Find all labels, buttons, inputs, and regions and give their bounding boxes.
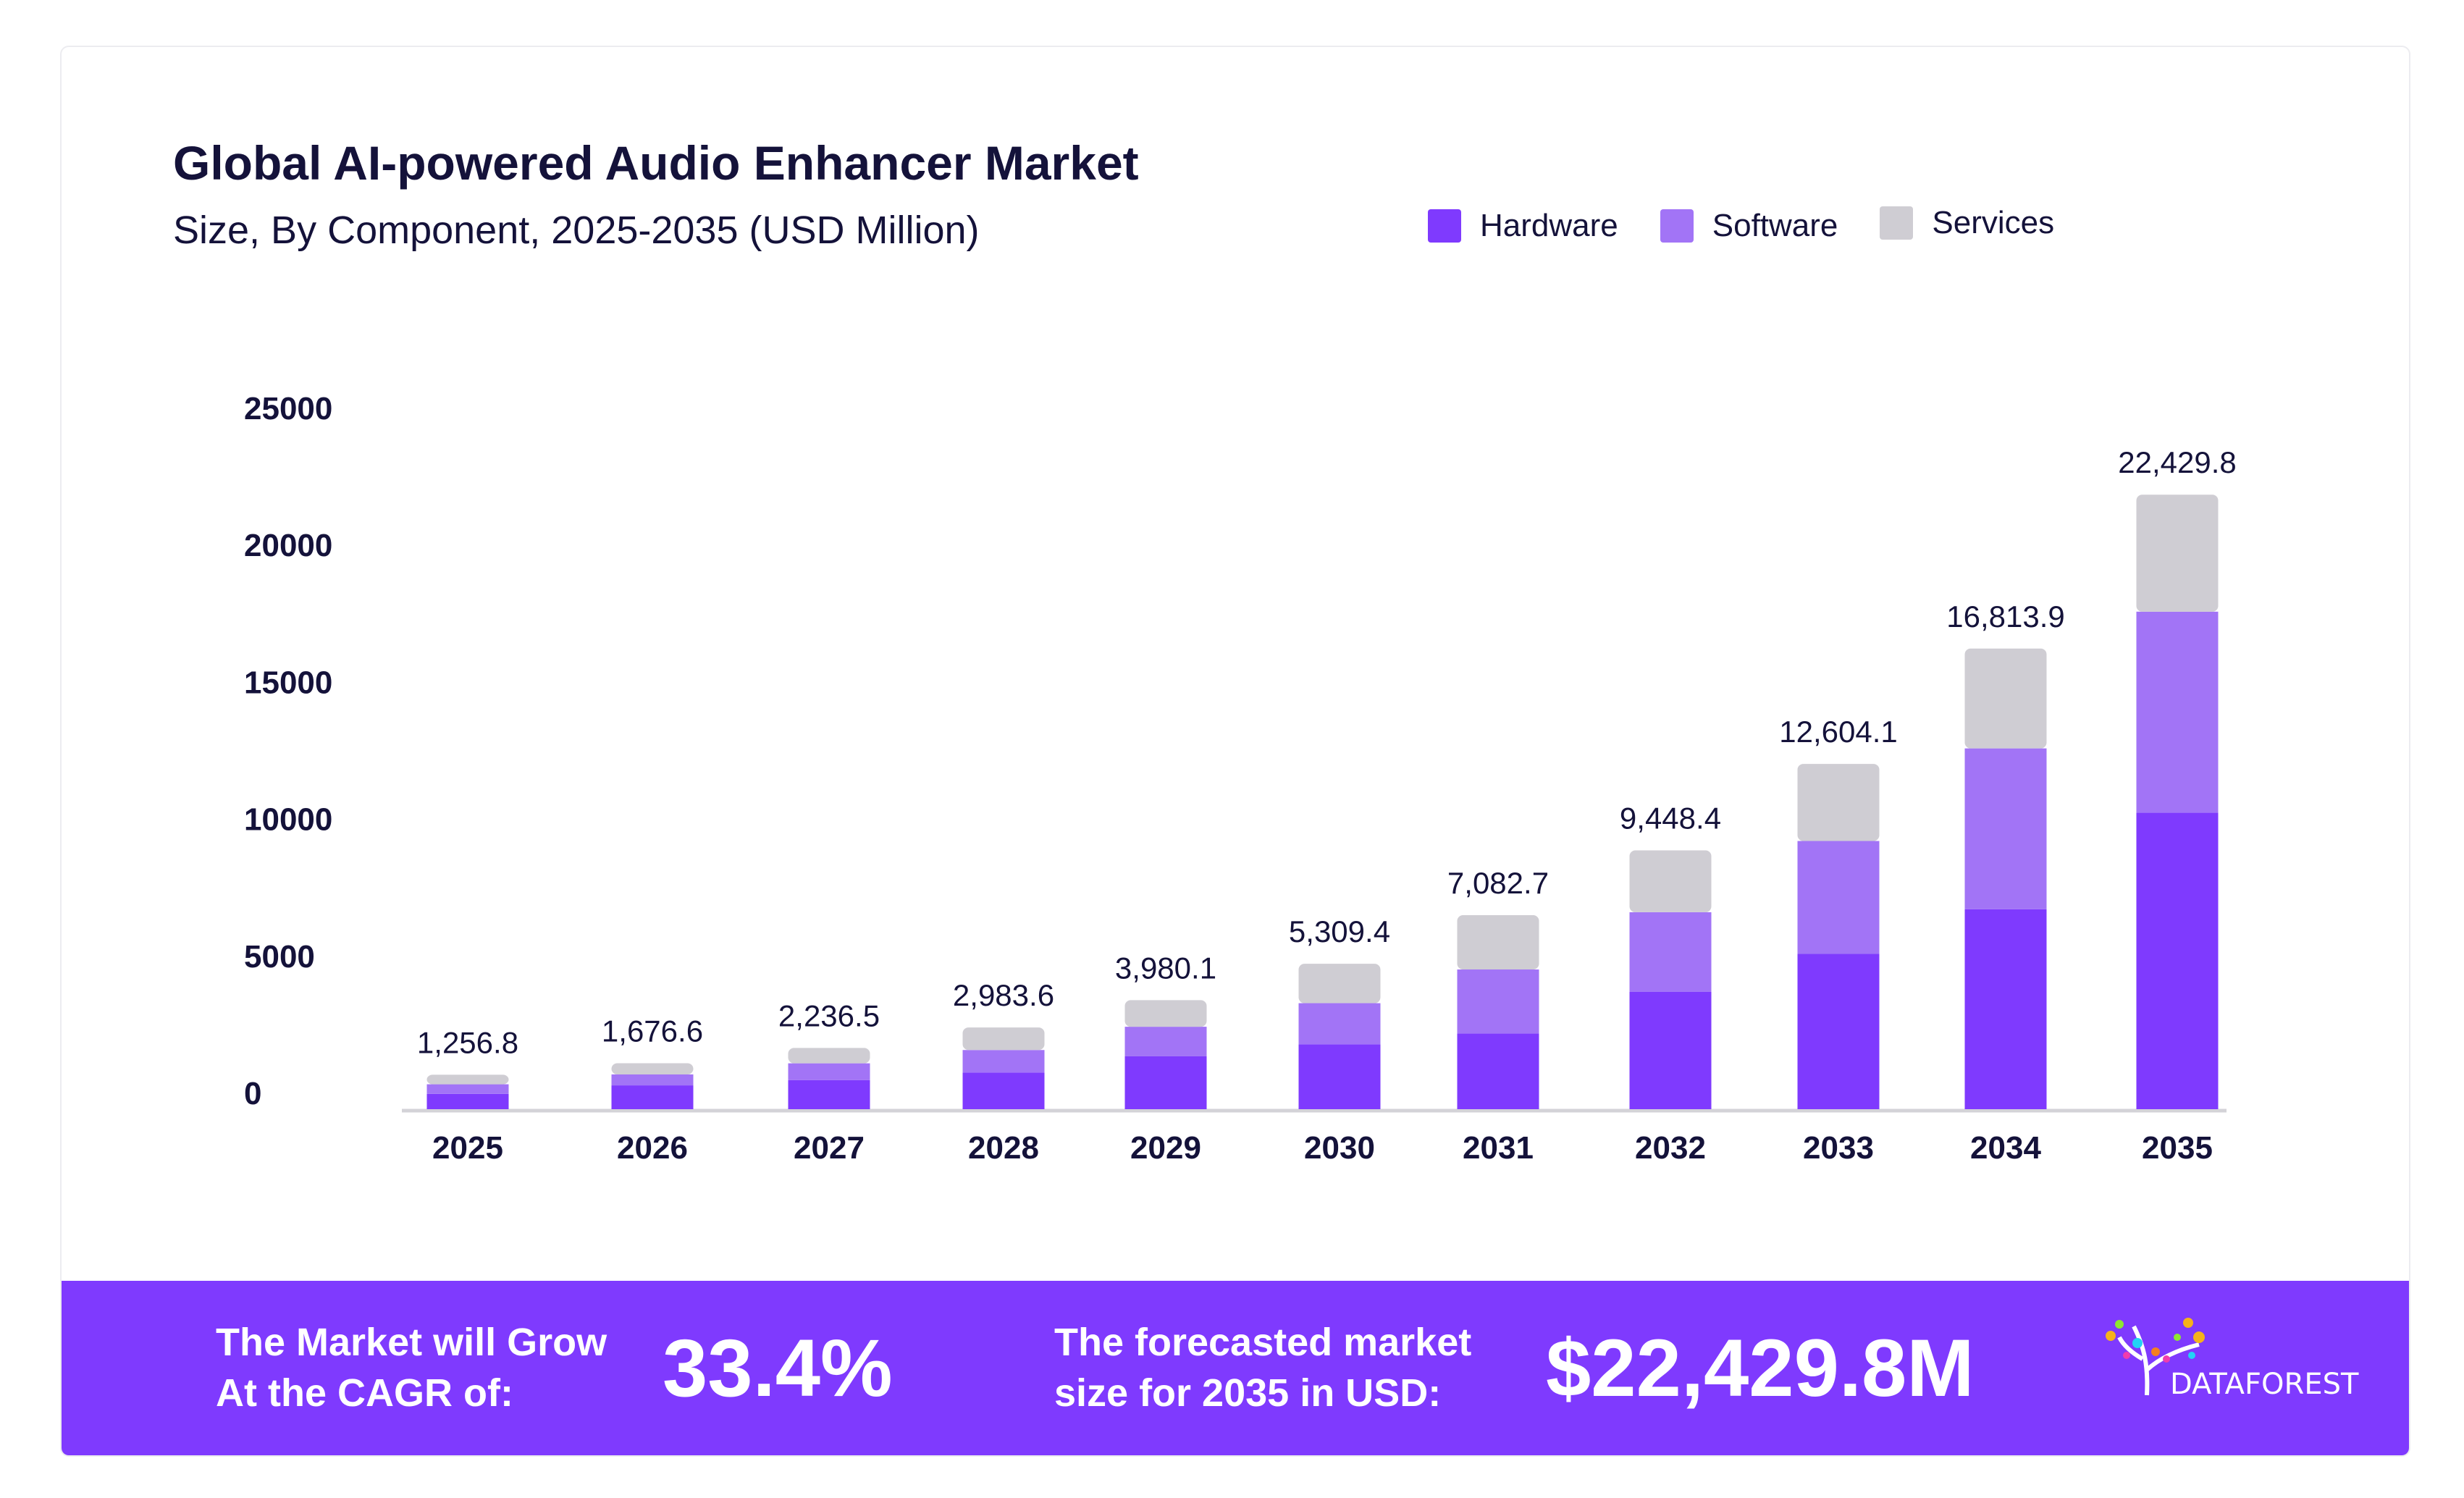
legend-label: Services [1932,205,2055,240]
forecast-label: The forecasted market size for 2035 in US… [1054,1317,1471,1418]
legend-swatch-services [1880,206,1914,240]
legend-swatch-software [1660,209,1694,243]
x-tick-label: 2029 [1130,1130,1201,1166]
data-label-total: 3,980.1 [1115,951,1216,985]
bar-software-2034 [1964,748,2047,909]
x-tick-label: 2026 [617,1130,688,1166]
forecast-label-line: The forecasted market [1054,1321,1472,1364]
bar-software-2025 [426,1084,509,1094]
data-label-total: 16,813.9 [1946,599,2065,634]
legend-item-software: Software [1660,208,1838,244]
x-tick-label: 2025 [432,1130,503,1166]
forecast-value: $22,429.8M [1546,1323,1975,1413]
bar-services-2028 [962,1027,1045,1051]
cagr-label-line: At the CAGR of: [216,1371,513,1415]
bar-hardware-2028 [962,1072,1045,1109]
bar-software-2027 [788,1063,870,1080]
bar-hardware-2025 [426,1093,509,1109]
bar-software-2033 [1797,841,1880,954]
dataforest-logo: DATAFOREST [2106,1318,2359,1401]
bar-services-2034 [1964,648,2047,749]
bar-services-2030 [1298,964,1381,1003]
legend-item-services: Services [1880,202,2054,244]
y-tick-label: 10000 [244,802,332,838]
y-tick-label: 20000 [244,528,332,563]
bar-hardware-2030 [1298,1044,1381,1109]
data-label-total: 1,256.8 [417,1025,518,1059]
x-tick-label: 2030 [1304,1130,1375,1166]
data-label-total: 12,604.1 [1779,715,1898,749]
bar-software-2030 [1298,1003,1381,1045]
x-tick-label: 2028 [968,1130,1039,1166]
bar-hardware-2031 [1457,1033,1539,1109]
bar-hardware-2034 [1964,909,2047,1109]
y-tick-label: 25000 [244,391,332,426]
cagr-value: 33.4% [663,1323,893,1413]
legend-item-hardware: Hardware [1428,208,1618,244]
cagr-label: The Market will Grow At the CAGR of: [216,1317,607,1418]
bar-hardware-2035 [2136,812,2219,1109]
x-tick-label: 2035 [2142,1130,2213,1166]
bar-services-2026 [611,1063,694,1074]
bar-hardware-2027 [788,1080,870,1109]
data-label-total: 9,448.4 [1620,801,1721,835]
bar-software-2028 [962,1050,1045,1073]
summary-band: The Market will Grow At the CAGR of: 33.4… [62,1281,2409,1455]
bar-software-2031 [1457,969,1539,1034]
legend-label: Software [1712,208,1838,243]
data-label-total: 7,082.7 [1447,866,1549,900]
bar-software-2035 [2136,611,2219,813]
bar-software-2026 [611,1074,694,1086]
x-tick-label: 2033 [1803,1130,1874,1166]
data-label-total: 5,309.4 [1289,914,1390,948]
x-tick-label: 2031 [1463,1130,1534,1166]
bar-hardware-2032 [1629,991,1712,1109]
bar-services-2033 [1797,764,1880,841]
cagr-label-line: The Market will Grow [216,1321,607,1364]
chart-subtitle: Size, By Component, 2025-2035 (USD Milli… [173,209,980,252]
bar-services-2027 [788,1048,870,1064]
x-tick-label: 2032 [1635,1130,1706,1166]
data-label-total: 2,236.5 [778,998,880,1032]
bar-services-2025 [426,1074,509,1085]
data-label-total: 22,429.8 [2118,445,2237,479]
bar-services-2035 [2136,495,2219,612]
bar-services-2031 [1457,914,1539,970]
logo-text: DATAFOREST [2170,1368,2359,1401]
y-tick-label: 0 [244,1076,261,1111]
legend-swatch-hardware [1428,209,1461,243]
data-label-total: 2,983.6 [953,978,1054,1012]
x-tick-label: 2027 [794,1130,865,1166]
bar-hardware-2026 [611,1085,694,1109]
bar-services-2032 [1629,850,1712,912]
bar-software-2032 [1629,912,1712,992]
chart-title: Global AI-powered Audio Enhancer Market [173,136,1139,190]
x-tick-label: 2034 [1970,1130,2041,1166]
bar-software-2029 [1124,1027,1207,1056]
y-tick-label: 15000 [244,665,332,700]
legend-label: Hardware [1480,208,1618,243]
legend: Hardware Software Services [1428,205,2054,244]
bar-services-2029 [1124,1000,1207,1027]
bar-hardware-2033 [1797,954,1880,1109]
bar-hardware-2029 [1124,1056,1207,1109]
forecast-label-line: size for 2035 in USD: [1054,1371,1442,1415]
y-tick-label: 5000 [244,939,315,975]
data-label-total: 1,676.6 [602,1014,703,1048]
